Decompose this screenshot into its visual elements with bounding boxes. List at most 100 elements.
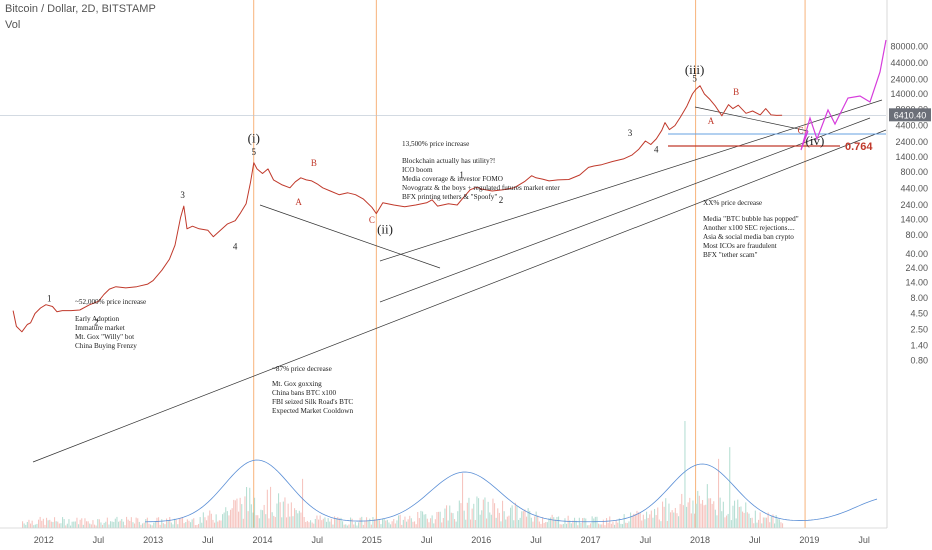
volume-bar [326,521,328,528]
volume-bar [222,514,224,528]
volume-bar [682,505,684,528]
fib-label: 0.764 [845,141,873,153]
volume-bar [62,517,64,528]
wave-label: A [708,116,715,126]
volume-bar [734,500,736,528]
volume-bar [156,517,158,528]
volume-bar [47,520,49,528]
volume-bar [671,510,673,528]
x-tick-label: Jul [640,535,652,545]
volume-bar [633,513,635,528]
volume-bar [358,522,360,528]
volume-bar [726,515,728,528]
y-tick-label: 24.00 [905,263,928,273]
y-tick-label: 8.00 [910,293,928,303]
volume-bar [436,512,438,528]
volume-bar [31,520,33,528]
volume-bar [580,523,582,528]
volume-bar [674,507,676,528]
volume-bar [718,458,720,528]
volume-bar [274,517,276,528]
volume-bar [257,515,259,528]
volume-bar [214,522,216,528]
volume-bar [513,520,515,528]
wave-label: C [369,215,375,225]
y-tick-label: 0.80 [910,356,928,366]
x-tick-label: 2015 [362,535,382,545]
volume-bar [70,525,72,528]
y-tick-label: 800.00 [900,167,928,177]
volume-bar [670,512,672,528]
volume-bar [508,515,510,528]
volume-bar [286,517,288,528]
volume-bar [127,519,129,528]
volume-bar [730,520,732,528]
volume-bar [266,489,268,528]
volume-bar [708,498,710,528]
volume-bar [279,502,281,528]
wave-label: 5 [252,147,257,157]
volume-bar [562,523,564,528]
y-tick-label: 4400.00 [895,121,928,131]
volume-bar [134,523,136,528]
volume-bar [303,517,305,528]
volume-bar [732,505,734,528]
volume-bar [585,518,587,528]
volume-bar [689,497,691,528]
volume-bar [170,522,172,528]
volume-bar [673,512,675,528]
volume-bar [190,522,192,528]
volume-bar [481,510,483,528]
y-axis: 80000.0044000.0024000.0014000.008000.004… [886,0,931,528]
volume-bar [570,523,572,528]
volume-bar [84,518,86,528]
volume-bar [497,508,499,528]
volume-bar [52,521,54,528]
wave-label: 3 [180,190,185,200]
x-tick-label: 2019 [799,535,819,545]
volume-bar [158,517,160,528]
volume-bar [119,520,121,528]
triangle-upper-line [694,106,809,132]
y-tick-label: 140.00 [900,215,928,225]
volume-bar [575,520,577,528]
volume-bar [249,487,251,528]
volume-bar [281,517,283,528]
volume-bar [124,525,126,528]
volume-bar [705,504,707,528]
volume-bar [401,524,403,528]
volume-bar [294,508,296,528]
volume-bar [514,502,516,528]
cycle-vertical-lines [253,0,806,528]
volume-bar [686,506,688,528]
volume-bar [658,519,660,528]
volume-bar [668,503,670,528]
volume-bar [676,513,678,528]
volume-bar [767,512,769,528]
volume-bar [452,513,454,528]
volume-bar [746,512,748,528]
volume-bar [612,521,614,528]
volume-bar [650,510,652,528]
volume-bar [292,516,294,528]
price-tag-box [889,108,931,122]
volume-bar [449,505,451,528]
volume-bar [647,517,649,528]
price-line[interactable] [12,85,783,333]
volume-bar [310,520,312,528]
volume-bar [537,515,539,528]
volume-bar [100,522,102,528]
volume-bar [22,521,24,528]
volume-bar [351,518,353,528]
volume-bar [65,525,67,528]
volume-bar [110,521,112,528]
volume-bar [338,518,340,528]
volume-bar [108,524,110,528]
volume-bar [626,523,628,528]
volume-bar [39,516,41,528]
volume-bar [337,517,339,528]
volume-bar [561,524,563,528]
